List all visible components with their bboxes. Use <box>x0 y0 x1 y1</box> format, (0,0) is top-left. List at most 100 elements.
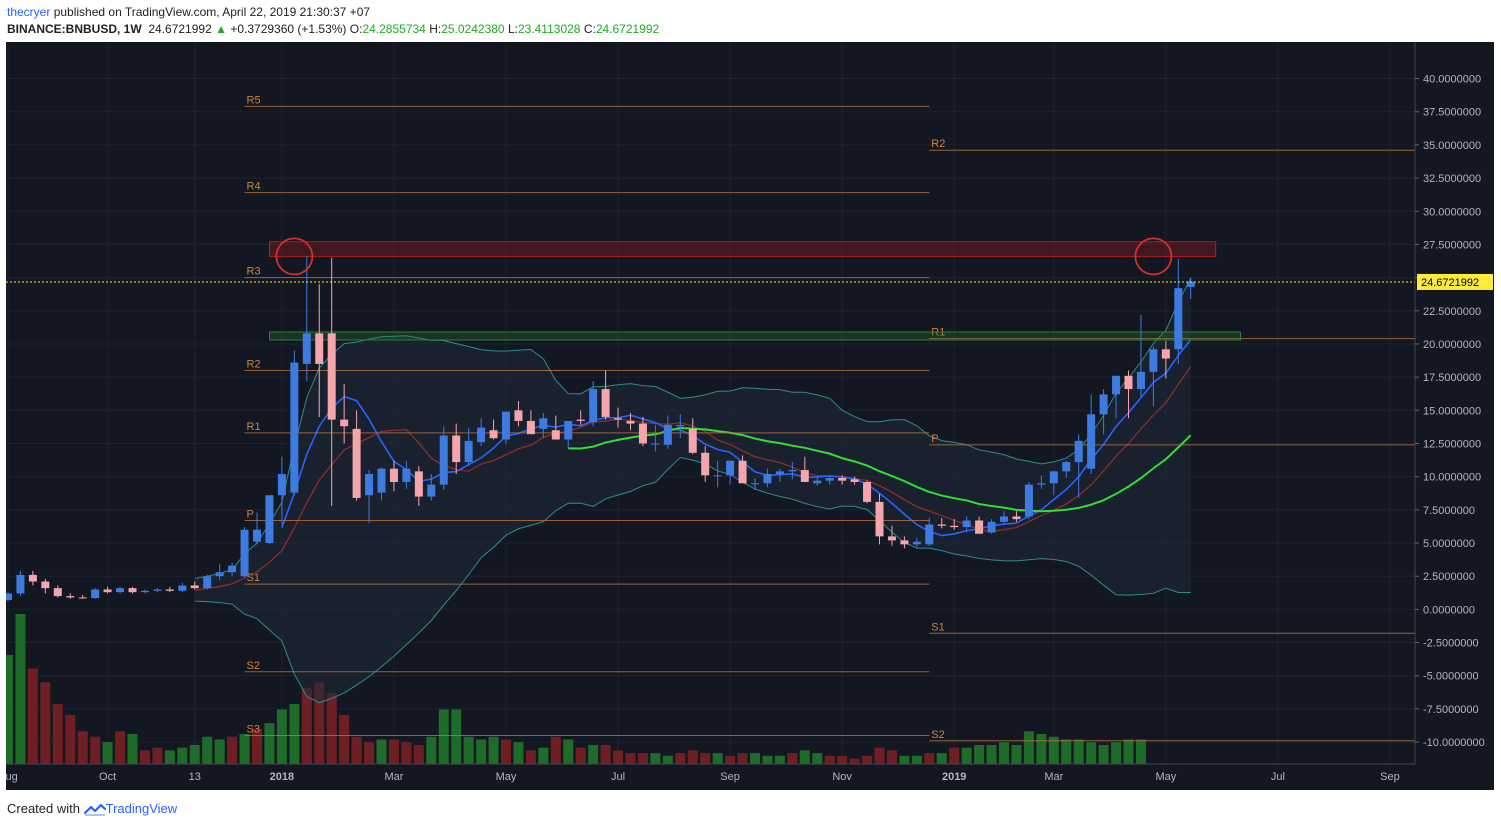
published-text: published on TradingView.com, April 22, … <box>50 5 371 19</box>
candle-body <box>489 430 498 439</box>
price-axis-label: 15.0000000 <box>1423 405 1481 417</box>
candle-body <box>1099 394 1108 415</box>
candle-body <box>738 460 747 484</box>
time-axis-label: Nov <box>832 771 852 783</box>
candle-body <box>1024 484 1033 517</box>
price-axis-label: 10.0000000 <box>1423 472 1481 484</box>
volume-bar <box>401 742 412 764</box>
time-axis-label: May <box>496 771 517 783</box>
volume-bar <box>513 742 524 764</box>
bollinger-fill <box>194 277 1191 703</box>
candle-body <box>464 440 473 463</box>
volume-bar <box>899 755 910 764</box>
volume-bar <box>413 744 424 764</box>
price-axis-label: 17.5000000 <box>1423 372 1481 384</box>
volume-bar <box>637 753 648 764</box>
volume-bar <box>687 750 698 764</box>
highlight-circle <box>275 237 314 276</box>
volume-bar <box>911 755 922 764</box>
time-axis-label: Mar <box>384 771 403 783</box>
candle-body <box>937 524 946 526</box>
candle-body <box>28 574 37 582</box>
volume-bar <box>426 736 437 764</box>
candle-body <box>327 333 336 420</box>
volume-bar <box>351 736 362 764</box>
candle-body <box>377 468 386 493</box>
time-axis-label: Mar <box>1044 771 1063 783</box>
bollinger-lower-line <box>194 456 1191 704</box>
candle-body <box>651 443 660 445</box>
volume-bar <box>376 739 387 764</box>
price-axis-label: 37.5000000 <box>1423 107 1481 119</box>
candle-body <box>6 593 12 601</box>
candle-body <box>825 478 834 481</box>
volume-bar <box>177 747 188 764</box>
candle-body <box>925 524 934 545</box>
volume-bar <box>40 682 51 764</box>
candle-body <box>975 520 984 534</box>
candle-body <box>477 427 486 443</box>
candle-body <box>165 589 174 591</box>
time-axis-label: Sep <box>1380 771 1400 783</box>
bollinger-upper-line <box>194 277 1192 579</box>
volume-bar <box>550 736 561 764</box>
volume-bar <box>1086 742 1097 764</box>
candle-body <box>713 475 722 477</box>
volume-bar <box>1023 731 1034 764</box>
close-value: 24.6721992 <box>595 22 660 36</box>
candle-body <box>66 596 75 598</box>
volume-bar <box>214 739 225 764</box>
price-axis-label: -2.5000000 <box>1423 638 1479 650</box>
pivot-label: S2 <box>931 729 944 741</box>
volume-bar <box>525 750 536 764</box>
volume-bar <box>563 739 574 764</box>
volume-bar <box>924 753 935 764</box>
price-change: +0.3729360 (+1.53%) <box>230 22 347 36</box>
candle-body <box>1087 414 1096 469</box>
time-axis-label: 13 <box>189 771 201 783</box>
volume-bar <box>227 736 238 764</box>
volume-bar <box>52 704 63 764</box>
candle-body <box>140 590 149 593</box>
candle-body <box>763 474 772 484</box>
volume-bar <box>725 755 736 764</box>
price-axis-label: -10.0000000 <box>1423 737 1485 749</box>
chart-area[interactable]: R5 R4 R3 R2 R1 P S1 S2 S3 R2 R1 P S1 S2 40.0000000 37.5… <box>6 42 1494 790</box>
volume-bar <box>961 747 972 764</box>
price-axis-label: 22.5000000 <box>1423 306 1481 318</box>
candle-body <box>638 423 647 444</box>
time-axis-label: Jul <box>1271 771 1285 783</box>
price-chart[interactable]: R5 R4 R3 R2 R1 P S1 S2 S3 R2 R1 P S1 S2 40.0000000 37.5… <box>6 42 1494 790</box>
volume-bar <box>264 723 275 764</box>
volume-bar <box>886 750 897 764</box>
volume-bar <box>675 753 686 764</box>
candle-body <box>116 588 125 593</box>
candle-body <box>701 452 710 476</box>
candle-body <box>589 389 598 423</box>
candle-body <box>676 424 685 427</box>
volume-bar <box>15 614 26 764</box>
volume-bar <box>451 709 462 764</box>
volume-bar <box>588 744 599 764</box>
volume-bar <box>1048 736 1059 764</box>
pivot-label: S1 <box>247 572 260 584</box>
candle-body <box>726 460 735 476</box>
time-axis-label: Jul <box>611 771 625 783</box>
candle-body <box>1062 462 1071 472</box>
candle-body <box>626 420 635 424</box>
candle-body <box>1161 349 1170 359</box>
candle-body <box>352 428 361 498</box>
tradingview-link[interactable]: TradingView <box>105 801 178 816</box>
volume-bar <box>737 753 748 764</box>
high-value: 25.0242380 <box>441 22 505 36</box>
volume-bar <box>364 742 375 764</box>
candle-body <box>277 474 286 496</box>
volume-bar <box>812 753 823 764</box>
candle-body <box>863 481 872 502</box>
candle-body <box>91 589 100 599</box>
volume-bar <box>152 747 163 764</box>
author-link[interactable]: thecryer <box>7 5 51 19</box>
time-axis-label: Sep <box>720 771 740 783</box>
volume-bar <box>837 755 848 764</box>
candle-body <box>502 411 510 440</box>
